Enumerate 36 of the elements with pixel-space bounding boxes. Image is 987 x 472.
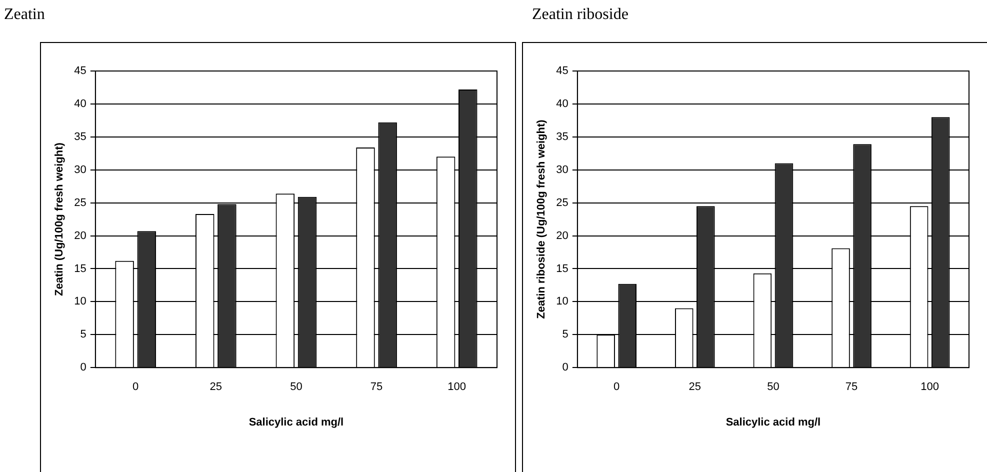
y-tick-label: 5 bbox=[562, 328, 568, 341]
y-tick-label: 30 bbox=[556, 164, 568, 176]
y-tick-label: 45 bbox=[556, 65, 568, 78]
x-tick-label: 50 bbox=[290, 381, 302, 394]
x-tick-label: 100 bbox=[920, 381, 940, 394]
y-tick-label: 35 bbox=[74, 130, 86, 143]
y-tick-label: 25 bbox=[556, 196, 568, 209]
y-axis-title: Zeatin riboside (Ug/100g fresh weight) bbox=[536, 119, 548, 319]
x-tick-label: 0 bbox=[614, 381, 620, 394]
x-axis-title: Salicylic acid mg/l bbox=[726, 416, 821, 428]
chart-title: Zeatin bbox=[4, 6, 45, 24]
x-tick-label: 0 bbox=[132, 381, 139, 394]
y-tick-label: 20 bbox=[556, 230, 568, 242]
y-tick-label: 40 bbox=[74, 98, 86, 110]
x-tick-label: 100 bbox=[448, 381, 466, 394]
y-tick-label: 20 bbox=[74, 230, 86, 242]
y-tick-label: 5 bbox=[80, 328, 86, 341]
y-tick-label: 35 bbox=[556, 130, 568, 143]
y-tick-label: 10 bbox=[556, 296, 568, 308]
y-tick-label: 0 bbox=[562, 362, 568, 374]
y-tick-label: 45 bbox=[74, 65, 86, 78]
y-tick-label: 40 bbox=[556, 98, 568, 110]
x-tick-label: 50 bbox=[767, 381, 780, 394]
y-tick-label: 0 bbox=[80, 362, 86, 374]
y-axis-title: Zeatin (Ug/100g fresh weight) bbox=[54, 142, 66, 296]
y-tick-label: 10 bbox=[74, 296, 86, 308]
y-tick-label: 15 bbox=[556, 262, 568, 275]
y-tick-label: 25 bbox=[74, 196, 86, 209]
x-tick-label: 75 bbox=[370, 381, 383, 394]
y-tick-label: 15 bbox=[74, 262, 86, 275]
y-tick-label: 30 bbox=[74, 164, 86, 176]
chart-title: Zeatin riboside bbox=[532, 6, 628, 24]
x-tick-label: 75 bbox=[845, 381, 858, 394]
x-axis-title: Salicylic acid mg/l bbox=[248, 416, 344, 428]
x-tick-label: 25 bbox=[688, 381, 702, 394]
x-tick-label: 25 bbox=[210, 381, 222, 394]
